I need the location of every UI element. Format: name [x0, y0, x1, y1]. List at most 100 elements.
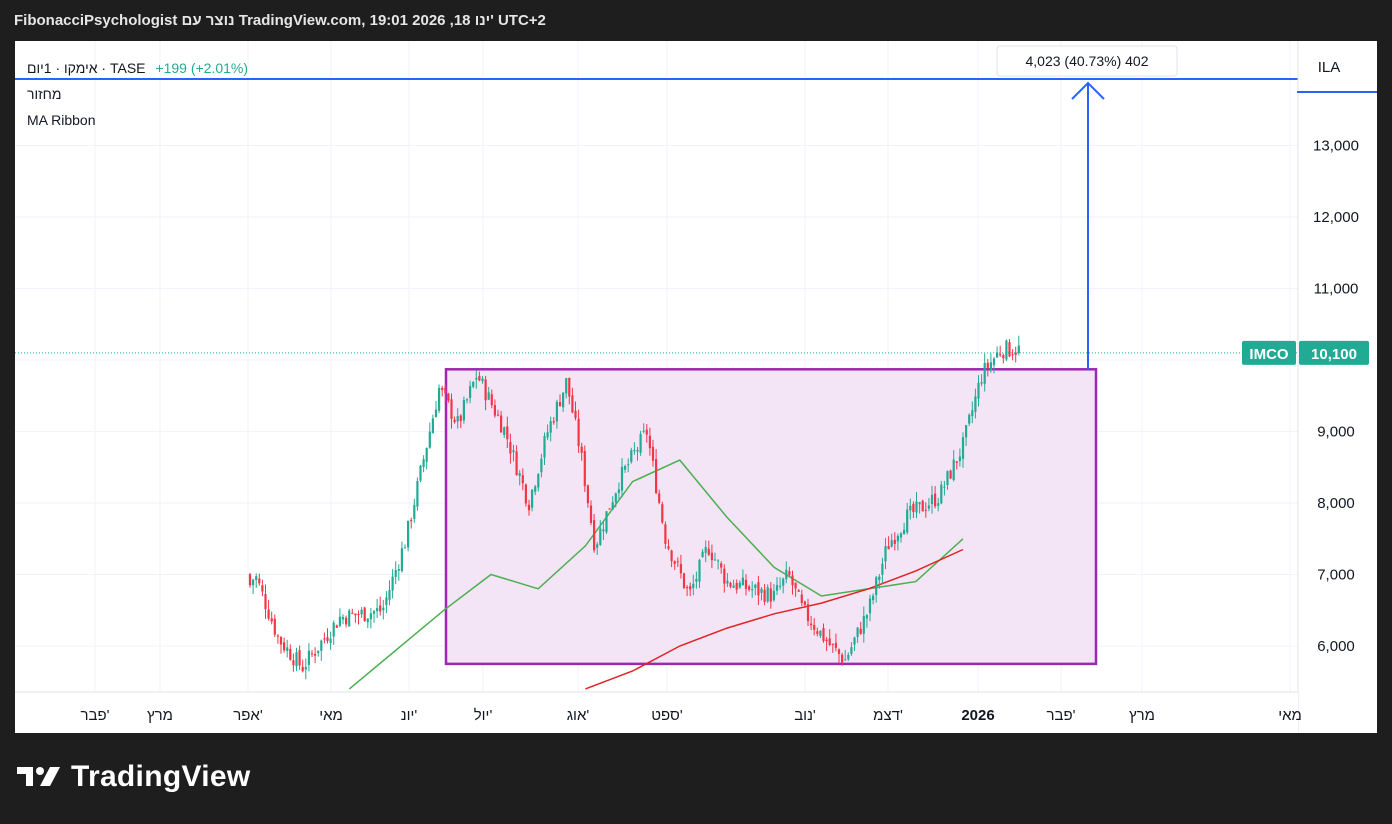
candle-body — [338, 616, 341, 626]
candle-body — [642, 430, 645, 432]
chart-frame[interactable]: 4,023 (40.73%) 402 ILA 13,000 12,000 11,000… — [15, 41, 1377, 733]
candle-body — [596, 544, 599, 548]
candle-body — [456, 416, 459, 422]
candle-body — [977, 382, 980, 399]
candle-body — [382, 607, 385, 611]
last-price-tag — [1299, 340, 1369, 365]
candle-body — [636, 449, 639, 452]
candle-body — [748, 586, 751, 590]
candle-body — [872, 595, 875, 601]
candle-body — [475, 378, 478, 380]
candle-body — [602, 529, 605, 532]
candle-body — [385, 597, 388, 605]
y-tick-label: 13,000 — [1313, 138, 1359, 155]
candle-body — [937, 503, 940, 506]
price-chart[interactable]: 4,023 (40.73%) 402 ILA 13,000 12,000 11,000… — [15, 41, 1377, 733]
measure-label: 4,023 (40.73%) 402 — [996, 45, 1178, 77]
candle-body — [270, 618, 273, 622]
candle-body — [744, 579, 748, 589]
candle-body — [599, 528, 602, 545]
candle-body — [323, 638, 326, 640]
x-tick-label: ספט' — [651, 707, 683, 724]
candle-body — [279, 636, 283, 645]
candle-body — [450, 399, 453, 419]
last-price-tag-text: 10,100 — [1311, 346, 1357, 363]
candle-body — [946, 471, 949, 486]
candle-body — [453, 419, 456, 423]
candle-body — [546, 432, 549, 438]
price-axis[interactable] — [1298, 41, 1377, 733]
candle-body — [800, 594, 803, 604]
candle-body — [549, 421, 552, 433]
candle-body — [775, 585, 779, 591]
candle-body — [751, 589, 754, 591]
candle-body — [419, 465, 422, 481]
time-axis[interactable] — [15, 692, 1298, 733]
range-box[interactable] — [444, 368, 1098, 666]
candle-body — [915, 501, 918, 513]
candle-body — [667, 546, 670, 549]
candle-body — [441, 387, 444, 391]
candle-body — [286, 647, 289, 651]
tradingview-logo-icon — [17, 767, 60, 786]
y-tick-label: 9,000 — [1317, 424, 1355, 441]
candle-body — [757, 582, 760, 596]
candle-body — [524, 484, 527, 504]
candle-body — [992, 358, 996, 366]
candle-body — [394, 570, 397, 577]
candle-body — [732, 585, 735, 588]
candle-body — [320, 640, 323, 651]
candle-body — [447, 393, 450, 401]
candle-body — [924, 509, 927, 511]
candle-body — [605, 511, 608, 533]
candle-body — [816, 631, 819, 634]
candle-body — [810, 623, 813, 626]
x-tick-label: אפר' — [233, 707, 263, 724]
y-tick-label: 11,000 — [1314, 281, 1359, 298]
candle-body — [295, 652, 298, 667]
candle-body — [332, 622, 335, 637]
candle-body — [465, 399, 469, 401]
candle-body — [803, 601, 806, 605]
candle-body — [267, 609, 270, 619]
candle-body — [692, 583, 695, 589]
candle-body — [301, 666, 304, 672]
moving-average-layer — [348, 459, 964, 690]
ma-ribbon-indicator[interactable]: MA Ribbon — [27, 112, 96, 128]
candle-body — [930, 494, 934, 505]
candle-body — [586, 485, 589, 504]
candle-body — [878, 576, 881, 581]
candle-body — [729, 582, 732, 587]
candle-body — [608, 508, 611, 510]
candle-body — [317, 650, 320, 654]
candle-body — [481, 378, 484, 382]
candle-body — [503, 427, 506, 435]
candle-body — [912, 503, 915, 513]
x-tick-label: יונ' — [401, 707, 418, 724]
candle-body — [844, 659, 847, 661]
symbol-title[interactable]: אימקו · 1יום · TASE — [27, 60, 146, 76]
candle-body — [304, 666, 307, 670]
candle-body — [264, 594, 267, 610]
candle-body — [1002, 355, 1005, 359]
candle-body — [416, 480, 419, 507]
y-tick-label: 12,000 — [1313, 209, 1359, 226]
candle-body — [345, 617, 348, 625]
candle-body — [899, 533, 903, 538]
candle-body — [1005, 340, 1008, 360]
candle-body — [531, 489, 534, 508]
candle-body — [955, 461, 958, 463]
candle-body — [639, 434, 642, 453]
candle-body — [307, 650, 310, 665]
axis-layer: ILA 13,000 12,000 11,000 9,000 8,000 7,000 6,00… — [15, 41, 1377, 733]
volume-indicator[interactable]: מחזור — [27, 86, 62, 102]
currency-label[interactable]: ILA — [1318, 59, 1341, 76]
candle-body — [261, 585, 264, 592]
range-box-layer — [444, 368, 1098, 666]
candle-body — [444, 387, 447, 394]
x-tick-label: 2026 — [961, 707, 994, 724]
candle-body — [676, 561, 679, 563]
candle-body — [459, 415, 462, 421]
candle-body — [1017, 345, 1020, 353]
candle-body — [438, 387, 441, 411]
